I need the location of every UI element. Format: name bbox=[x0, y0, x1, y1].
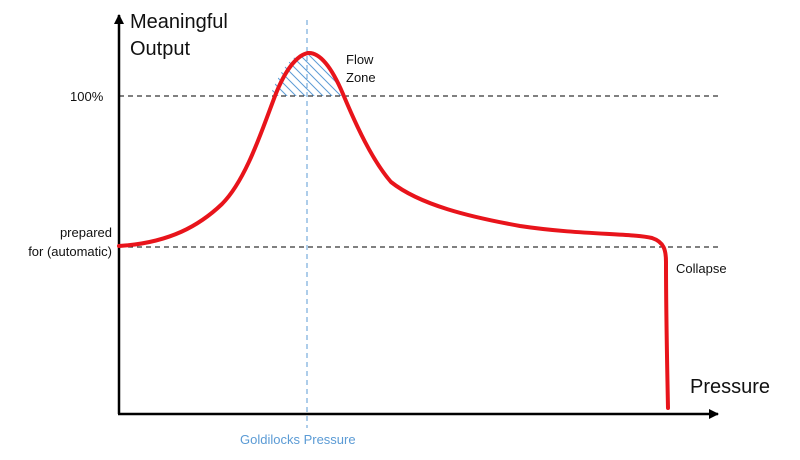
flow-zone-label-line1: Flow bbox=[346, 52, 374, 67]
y-axis-title-line1: Meaningful bbox=[130, 11, 228, 33]
performance-curve bbox=[117, 51, 670, 410]
collapse-label: Collapse bbox=[676, 261, 727, 276]
goldilocks-label: Goldilocks Pressure bbox=[240, 432, 356, 447]
flow-zone-label-line2: Zone bbox=[346, 70, 376, 85]
hundred-percent-label: 100% bbox=[70, 89, 104, 104]
x-axis-title: Pressure bbox=[690, 376, 770, 398]
y-axis-title-line2: Output bbox=[130, 38, 190, 60]
prepared-label-line1: prepared bbox=[60, 225, 112, 240]
prepared-label-line2: for (automatic) bbox=[28, 244, 112, 259]
